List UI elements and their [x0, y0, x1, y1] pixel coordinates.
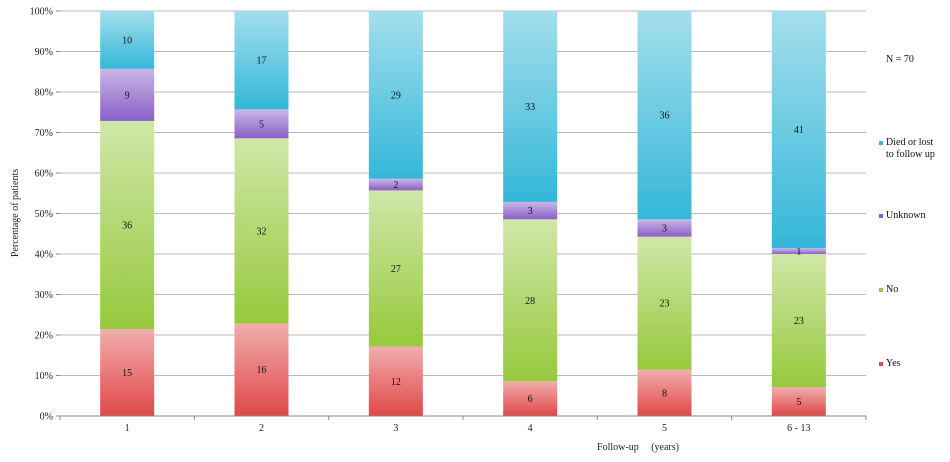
- bar-segment: [100, 120, 155, 330]
- bar-segment: [503, 11, 558, 202]
- x-axis-title: Follow-up (years): [597, 442, 679, 453]
- y-tick-label: 100%: [30, 7, 53, 18]
- y-tick-label: 30%: [35, 290, 53, 301]
- legend-swatch: [879, 141, 883, 145]
- legend-swatch: [879, 214, 883, 218]
- data-label: 32: [257, 226, 267, 237]
- y-tick-label: 10%: [35, 371, 53, 382]
- data-label: 33: [525, 102, 535, 113]
- bar-segment: [368, 190, 423, 347]
- bar-segment: [771, 11, 826, 249]
- x-tick-label: 1: [125, 423, 130, 434]
- x-tick-label: 2: [259, 423, 264, 434]
- bar-segment: [503, 201, 558, 220]
- bar-segment: [234, 323, 289, 416]
- bar-segment: [637, 369, 692, 416]
- bar-segment: [234, 11, 289, 110]
- x-tick-label: 6 - 13: [787, 423, 810, 434]
- data-label: 6: [528, 394, 533, 405]
- bar-segment: [771, 387, 826, 416]
- data-label: 9: [125, 90, 130, 101]
- y-tick-label: 20%: [35, 331, 53, 342]
- x-tick-labels: 1 2 3 4 5 6 - 13: [59, 416, 867, 434]
- legend-label: Unknown: [886, 210, 926, 221]
- y-tick-label: 50%: [35, 209, 53, 220]
- data-label: 2: [393, 180, 398, 191]
- bar-segment: [368, 11, 423, 179]
- bar-segment: [234, 109, 289, 139]
- data-label: 36: [122, 221, 132, 232]
- bar-segment: [503, 381, 558, 416]
- bar-segment: [100, 329, 155, 416]
- bar-segment: [503, 219, 558, 382]
- legend-swatch: [879, 288, 883, 292]
- y-tick-label: 40%: [35, 250, 53, 261]
- y-tick-label: 60%: [35, 169, 53, 180]
- bar-segment: [234, 138, 289, 324]
- bar-segment: [100, 68, 155, 121]
- data-label: 1: [796, 247, 801, 258]
- data-label: 41: [794, 125, 804, 136]
- y-tick-label: 90%: [35, 47, 53, 58]
- y-axis-title: Percentage of patients: [10, 169, 21, 257]
- bar-segment: [771, 248, 826, 254]
- data-label: 5: [259, 119, 264, 130]
- bar-segment: [771, 254, 826, 388]
- bar-segment: [637, 219, 692, 237]
- bar-segment: [368, 346, 423, 416]
- sample-size-note: N = 70: [886, 54, 914, 65]
- legend-label: No: [886, 284, 899, 295]
- x-tick-label: 3: [393, 423, 398, 434]
- data-label: 3: [528, 206, 533, 217]
- data-label: 15: [122, 368, 132, 379]
- y-tick-label: 70%: [35, 128, 53, 139]
- data-label: 36: [660, 111, 670, 122]
- data-label: 8: [662, 388, 667, 399]
- legend-label: Died or lost to follow up: [886, 137, 935, 160]
- data-label: 10: [122, 35, 132, 46]
- data-label: 16: [257, 365, 267, 376]
- legend-swatch: [879, 362, 883, 366]
- data-label: 5: [796, 397, 801, 408]
- y-tick-labels: 0% 10% 20% 30% 40% 50% 60% 70% 80% 90% 100%: [30, 7, 53, 423]
- data-label: 27: [391, 264, 401, 275]
- y-tick-label: 80%: [35, 88, 53, 99]
- grid-lines: [56, 10, 866, 417]
- data-label: 28: [525, 296, 535, 307]
- y-tick-label: 0%: [40, 412, 53, 423]
- data-label: 12: [391, 377, 401, 388]
- data-label: 17: [257, 56, 267, 67]
- data-label: 3: [662, 223, 667, 234]
- x-tick-label: 5: [662, 423, 667, 434]
- bar-segment: [100, 11, 155, 69]
- bar-segment: [637, 236, 692, 370]
- legend-label: Yes: [886, 358, 901, 369]
- data-label: 29: [391, 90, 401, 101]
- bar-segment: [368, 178, 423, 191]
- bar-segment: [637, 11, 692, 220]
- data-label: 23: [660, 299, 670, 310]
- x-tick-label: 4: [528, 423, 533, 434]
- data-label: 23: [794, 316, 804, 327]
